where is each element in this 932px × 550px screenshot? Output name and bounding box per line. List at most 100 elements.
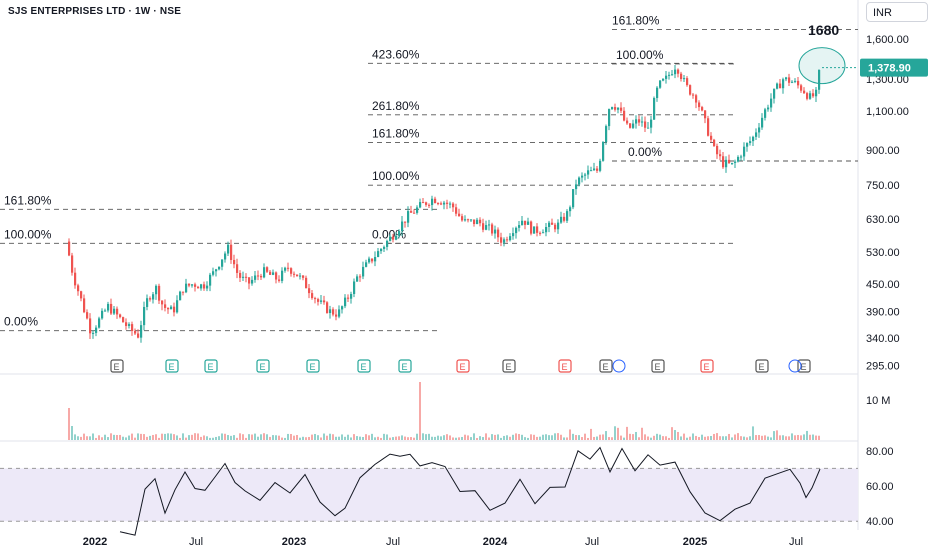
- candle-body: [263, 267, 266, 278]
- volume-bar: [602, 434, 604, 440]
- volume-bar: [209, 437, 211, 440]
- candle-body: [143, 306, 146, 326]
- candle-body: [245, 276, 248, 278]
- candle-body: [272, 272, 275, 275]
- volume-bar: [197, 433, 199, 440]
- candle-body: [548, 222, 551, 228]
- volume-bar: [83, 433, 85, 440]
- candle-body: [674, 69, 677, 75]
- price-axis-label-4: 750.00: [866, 180, 900, 192]
- earnings-marker-8: [502, 359, 516, 373]
- candle-body: [707, 118, 710, 136]
- volume-bar: [161, 433, 163, 440]
- candle-body: [209, 274, 212, 286]
- candle-body: [269, 271, 272, 275]
- volume-bar: [212, 437, 214, 440]
- earnings-marker-label-7: E: [460, 362, 466, 372]
- time-axis-label-6: 2025: [683, 536, 707, 548]
- candle-body: [779, 83, 782, 89]
- candle-body: [254, 275, 257, 280]
- volume-bar: [428, 433, 430, 440]
- candle-body: [131, 324, 134, 331]
- candle-body: [455, 207, 458, 214]
- candle-body: [191, 284, 194, 286]
- candle-body: [140, 325, 143, 338]
- candle-body: [716, 145, 719, 155]
- candle-body: [626, 120, 629, 124]
- target-label: 1680: [808, 22, 839, 38]
- price-axis-label-0: 1,600.00: [866, 34, 909, 46]
- candle-body: [332, 309, 335, 315]
- candle-body: [77, 285, 80, 292]
- candle-body: [68, 241, 71, 256]
- volume-bar: [356, 436, 358, 440]
- volume-bar: [98, 435, 100, 440]
- candle-body: [488, 224, 491, 226]
- volume-bar: [725, 436, 727, 440]
- earnings-marker-label-2: E: [208, 362, 214, 372]
- candle-body: [182, 291, 185, 293]
- candle-body: [527, 221, 530, 225]
- volume-bar: [347, 434, 349, 440]
- candle-body: [446, 202, 449, 204]
- volume-bar: [380, 437, 382, 440]
- candle-body: [755, 132, 758, 137]
- volume-bar: [179, 437, 181, 440]
- volume-bar: [674, 430, 676, 440]
- volume-bar: [545, 434, 547, 440]
- candle-body: [200, 284, 203, 289]
- volume-bar: [509, 436, 511, 440]
- volume-bar: [371, 433, 373, 440]
- volume-bar: [800, 435, 802, 440]
- candle-body: [347, 297, 350, 299]
- candle-body: [74, 272, 77, 286]
- candle-body: [485, 225, 488, 230]
- volume-bar: [77, 436, 79, 440]
- candle-body: [575, 184, 578, 190]
- volume-bar: [584, 433, 586, 440]
- volume-bar: [542, 434, 544, 440]
- volume-bar: [311, 434, 313, 440]
- volume-bar: [635, 431, 637, 440]
- candle-body: [452, 203, 455, 208]
- candle-body: [353, 281, 356, 295]
- currency-selector[interactable]: INR: [866, 2, 928, 22]
- volume-bar: [596, 436, 598, 440]
- candle-body: [416, 207, 419, 213]
- volume-bar: [266, 434, 268, 440]
- candle-body: [617, 107, 620, 110]
- rsi-axis-label-1: 60.00: [866, 481, 894, 493]
- candle-body: [638, 119, 641, 123]
- earnings-marker-0: [110, 359, 124, 373]
- candle-body: [713, 139, 716, 146]
- candle-body: [107, 303, 110, 311]
- candle-body: [122, 317, 125, 323]
- volume-bar: [776, 430, 778, 440]
- volume-bar: [734, 434, 736, 440]
- candle-body: [257, 275, 260, 277]
- volume-bar: [722, 436, 724, 440]
- volume-bar: [662, 436, 664, 440]
- candle-body: [164, 304, 167, 308]
- candle-body: [758, 127, 761, 133]
- candle-body: [635, 119, 638, 124]
- candle-body: [449, 203, 452, 205]
- candle-body: [461, 216, 464, 221]
- volume-bar: [422, 433, 424, 440]
- volume-bar: [344, 436, 346, 440]
- price-axis-label-8: 390.00: [866, 306, 900, 318]
- candle-body: [395, 235, 398, 240]
- candle-body: [194, 284, 197, 287]
- candle-body: [491, 224, 494, 234]
- candle-body: [512, 233, 515, 237]
- candle-body: [359, 276, 362, 278]
- candle-body: [374, 257, 377, 262]
- volume-bar: [149, 435, 151, 440]
- rsi-axis-label-0: 80.00: [866, 446, 894, 458]
- candle-body: [299, 275, 302, 277]
- volume-bar: [599, 434, 601, 440]
- candle-body: [743, 146, 746, 157]
- volume-bar: [155, 434, 157, 440]
- volume-bar: [200, 436, 202, 440]
